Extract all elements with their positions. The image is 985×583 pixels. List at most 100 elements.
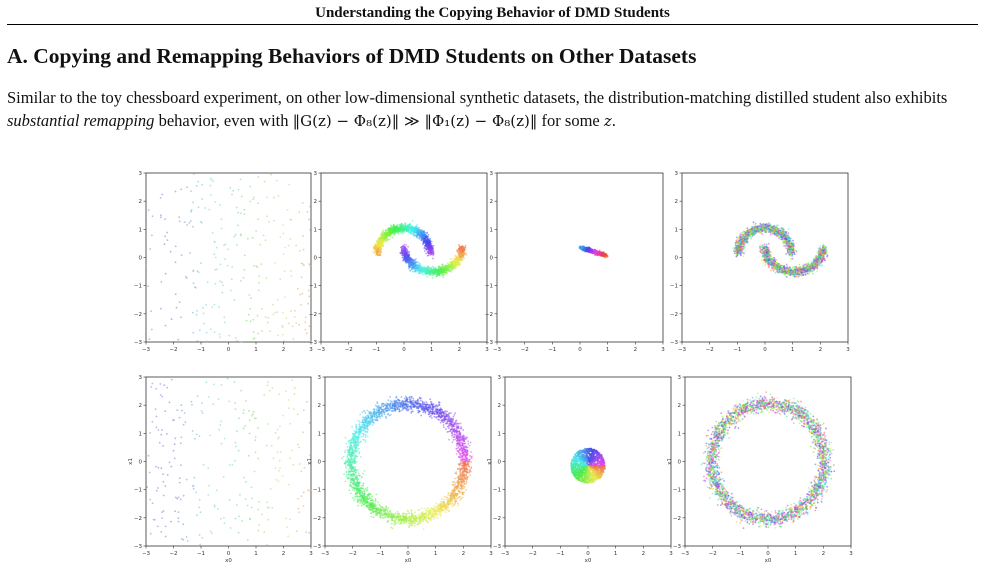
x-tick-label: −2 xyxy=(521,347,529,353)
scatter-point xyxy=(170,251,172,253)
scatter-point xyxy=(766,243,768,245)
scatter-point xyxy=(212,232,214,234)
scatter-point xyxy=(218,306,220,308)
scatter-point xyxy=(236,244,238,246)
scatter-point xyxy=(189,252,191,254)
scatter-point xyxy=(410,229,412,231)
y-tick-label: 0 xyxy=(490,256,494,262)
scatter-point xyxy=(308,296,310,298)
y-tick-label: 1 xyxy=(490,227,494,233)
body-paragraph: Similar to the toy chessboard experiment… xyxy=(7,86,982,133)
scatter-point xyxy=(283,253,285,255)
scatter-point xyxy=(457,259,459,261)
y-tick-label: 2 xyxy=(490,199,494,205)
scatter-point xyxy=(442,276,444,278)
scatter-point xyxy=(192,226,194,228)
scatter-point xyxy=(176,307,178,309)
scatter-point xyxy=(248,314,250,316)
paragraph-text-2: behavior, even with xyxy=(154,111,292,130)
scatter-point xyxy=(201,198,203,200)
scatter-point xyxy=(258,289,260,291)
scatter-point xyxy=(392,231,394,233)
scatter-point xyxy=(257,202,259,204)
scatter-point xyxy=(427,255,429,257)
y-tick-label: 0 xyxy=(314,256,318,262)
scatter-point xyxy=(423,242,425,244)
x-tick-label: −1 xyxy=(548,347,556,353)
scatter-point xyxy=(232,190,234,192)
scatter-point xyxy=(408,231,410,233)
scatter-point xyxy=(406,252,408,254)
scatter-point xyxy=(241,341,243,343)
scatter-point xyxy=(403,249,405,251)
scatter-point xyxy=(426,276,428,278)
y-tick-label: 3 xyxy=(314,171,318,177)
scatter-point xyxy=(240,212,242,214)
scatter-point xyxy=(429,271,431,273)
scatter-point xyxy=(292,326,294,328)
scatter-point xyxy=(385,238,387,240)
scatter-point xyxy=(425,234,427,236)
scatter-point xyxy=(454,268,456,270)
scatter-point xyxy=(196,310,198,312)
scatter-point xyxy=(584,248,586,250)
scatter-point xyxy=(424,232,426,234)
y-tick-label: 2 xyxy=(139,199,143,205)
scatter-point xyxy=(186,186,188,188)
paragraph-emphasis: substantial remapping xyxy=(7,111,154,130)
scatter-point xyxy=(244,209,246,211)
scatter-point xyxy=(406,227,408,229)
scatter-point xyxy=(160,308,162,310)
scatter-point xyxy=(203,323,205,325)
scatter-point xyxy=(387,235,389,237)
scatter-point xyxy=(430,247,432,249)
scatter-point xyxy=(221,281,223,283)
scatter-point xyxy=(451,266,453,268)
scatter-point xyxy=(377,241,379,243)
scatter-point xyxy=(214,331,216,333)
scatter-point xyxy=(253,265,255,267)
scatter-point xyxy=(399,225,401,227)
scatter-point xyxy=(428,234,430,236)
scatter-point xyxy=(601,252,603,254)
scatter-point xyxy=(193,282,195,284)
scatter-point xyxy=(403,226,405,228)
scatter-point xyxy=(416,265,418,267)
scatter-point xyxy=(400,253,402,255)
scatter-point xyxy=(449,262,451,264)
scatter-point xyxy=(461,248,463,250)
scatter-point xyxy=(148,209,150,211)
scatter-point xyxy=(438,270,440,272)
scatter-point xyxy=(179,221,181,223)
scatter-point xyxy=(423,267,425,269)
scatter-point xyxy=(436,269,438,271)
x-tick-label: −3 xyxy=(142,347,151,353)
scatter-point xyxy=(415,267,417,269)
scatter-point xyxy=(604,255,606,257)
scatter-point xyxy=(416,228,418,230)
scatter-point xyxy=(252,319,254,321)
scatter-point xyxy=(404,231,406,233)
scatter-point xyxy=(184,221,186,223)
scatter-point xyxy=(290,310,292,312)
scatter-point xyxy=(268,317,270,319)
scatter-point xyxy=(601,254,603,256)
scatter-point xyxy=(446,268,448,270)
scatter-point xyxy=(266,197,268,199)
scatter-point xyxy=(221,292,223,294)
scatter-point xyxy=(246,320,248,322)
scatter-point xyxy=(429,274,431,276)
scatter-point xyxy=(388,239,390,241)
scatter-point xyxy=(266,215,268,217)
scatter-point xyxy=(285,317,287,319)
scatter-point xyxy=(206,340,208,342)
scatter-point xyxy=(249,186,251,188)
scatter-point xyxy=(221,219,223,221)
scatter-point xyxy=(186,277,188,279)
scatter-point xyxy=(268,221,270,223)
scatter-point xyxy=(160,214,162,216)
scatter-point xyxy=(282,312,284,314)
scatter-point xyxy=(231,278,233,280)
scatter-point xyxy=(175,261,177,263)
